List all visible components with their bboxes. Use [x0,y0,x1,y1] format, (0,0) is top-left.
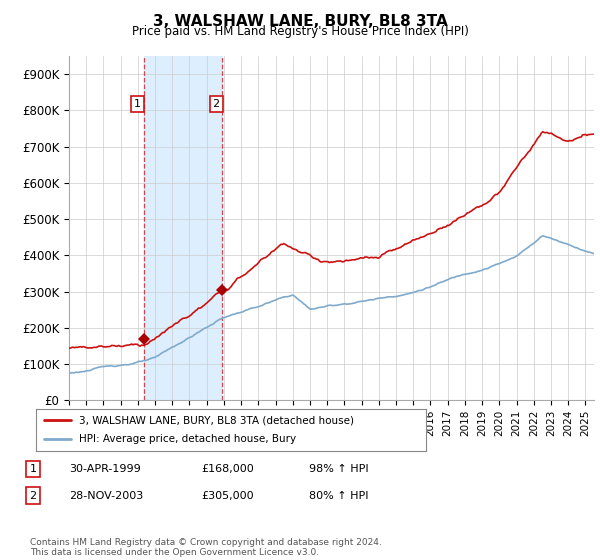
Text: 80% ↑ HPI: 80% ↑ HPI [309,491,368,501]
Text: £305,000: £305,000 [201,491,254,501]
Text: 1: 1 [29,464,37,474]
Text: Contains HM Land Registry data © Crown copyright and database right 2024.
This d: Contains HM Land Registry data © Crown c… [30,538,382,557]
Text: £168,000: £168,000 [201,464,254,474]
Text: 1: 1 [134,99,141,109]
Text: Price paid vs. HM Land Registry's House Price Index (HPI): Price paid vs. HM Land Registry's House … [131,25,469,38]
Text: HPI: Average price, detached house, Bury: HPI: Average price, detached house, Bury [79,435,296,445]
Text: 28-NOV-2003: 28-NOV-2003 [69,491,143,501]
Text: 3, WALSHAW LANE, BURY, BL8 3TA: 3, WALSHAW LANE, BURY, BL8 3TA [152,14,448,29]
Bar [143,56,222,400]
Text: 98% ↑ HPI: 98% ↑ HPI [309,464,368,474]
Text: 2: 2 [29,491,37,501]
Text: 2: 2 [212,99,220,109]
Text: 3, WALSHAW LANE, BURY, BL8 3TA (detached house): 3, WALSHAW LANE, BURY, BL8 3TA (detached… [79,415,354,425]
Text: 30-APR-1999: 30-APR-1999 [69,464,141,474]
